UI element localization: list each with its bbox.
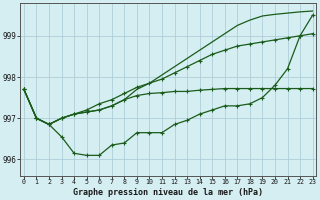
X-axis label: Graphe pression niveau de la mer (hPa): Graphe pression niveau de la mer (hPa)	[73, 188, 263, 197]
